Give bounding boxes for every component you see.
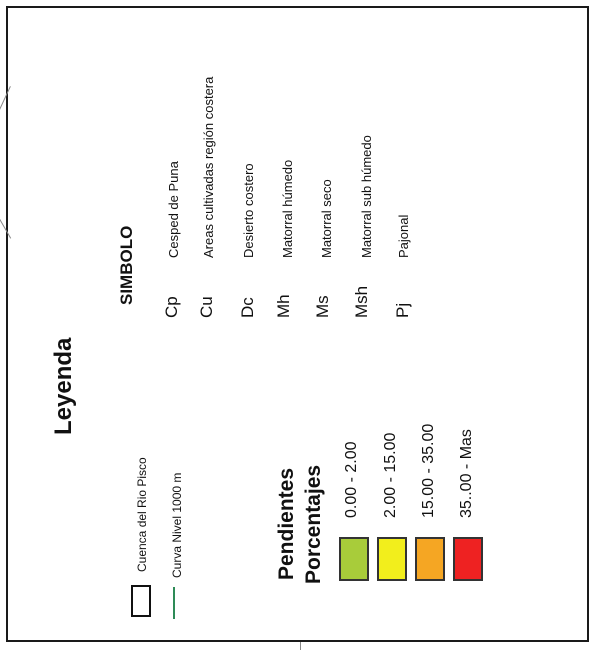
symbol-header: SIMBOLO [117, 225, 136, 305]
symbol-desc-mh: Matorral húmedo [280, 159, 295, 258]
slope-range-2: 15.00 - 35.00 [420, 423, 437, 518]
slopes-subtitle: Porcentajes [302, 464, 325, 584]
symbol-desc-cp: Cesped de Puna [166, 161, 181, 258]
slope-range-1: 2.00 - 15.00 [382, 432, 399, 518]
contour-label: Curva Nivel 1000 m [170, 472, 184, 578]
contour-line-symbol [173, 587, 175, 619]
map-edge-mark [300, 642, 301, 650]
symbol-code-msh: Msh [352, 285, 371, 318]
legend-title: Leyenda [50, 337, 77, 435]
slopes-title: Pendientes [275, 467, 298, 580]
symbol-code-pj: Pj [393, 302, 412, 318]
slope-range-0: 0.00 - 2.00 [343, 441, 360, 519]
symbol-code-ms: Ms [313, 295, 332, 318]
slope-swatch-1 [377, 537, 407, 581]
symbol-code-dc: Dc [238, 297, 257, 318]
basin-label: Cuenca del Rio Pisco [135, 457, 149, 572]
symbol-desc-dc: Desierto costero [241, 163, 256, 258]
legend-frame [6, 6, 589, 642]
symbol-desc-cu: Areas cultivadas región costera [201, 76, 216, 258]
symbol-desc-pj: Pajonal [396, 214, 411, 258]
symbol-code-mh: Mh [274, 294, 293, 318]
slope-swatch-3 [453, 537, 483, 581]
symbol-code-cp: Cp [162, 296, 181, 318]
slope-swatch-2 [415, 537, 445, 581]
basin-boundary-symbol [131, 585, 151, 617]
symbol-desc-msh: Matorral sub húmedo [359, 135, 374, 258]
symbol-desc-ms: Matorral seco [319, 179, 334, 258]
slope-swatch-0 [339, 537, 369, 581]
slope-range-3: 35..00 - Mas [458, 429, 475, 518]
symbol-code-cu: Cu [197, 296, 216, 318]
